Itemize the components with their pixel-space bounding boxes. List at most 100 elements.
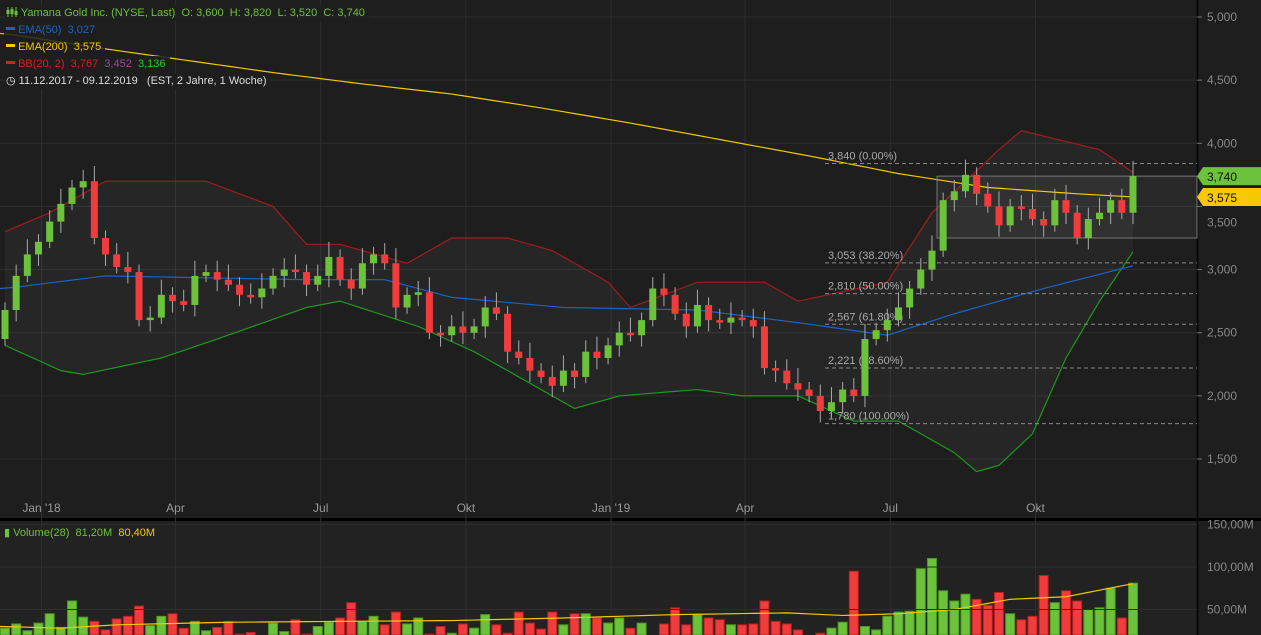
volume-bar (111, 618, 122, 635)
candle-up (35, 241, 43, 255)
volume-bar (670, 607, 681, 635)
candle-down (1028, 208, 1036, 220)
volume-bar (1116, 617, 1127, 635)
candle-up (403, 294, 411, 308)
volume-bar (603, 622, 614, 635)
y-tick-label: 3,500 (1207, 215, 1237, 229)
candle-down (504, 313, 512, 352)
volume-tick-label: 150,00M (1207, 518, 1254, 532)
range-info: (EST, 2 Jahre, 1 Woche) (146, 75, 267, 87)
candle-up (861, 339, 869, 396)
candle-up (559, 370, 567, 386)
volume-bar (413, 617, 424, 635)
volume-label: Volume(28) (13, 527, 70, 539)
volume-bar (390, 611, 401, 635)
candle-down (180, 301, 188, 305)
candle-down (336, 256, 344, 280)
volume-bar (781, 623, 792, 635)
candle-down (392, 263, 400, 308)
candle-down (247, 294, 255, 298)
volume-bar (681, 624, 692, 635)
candle-down (805, 389, 813, 396)
volume-bar (703, 617, 714, 635)
candle-down (459, 326, 467, 333)
candle-up (615, 332, 623, 346)
volume-bar (145, 625, 156, 635)
volume-bar (949, 600, 960, 635)
volume-bar (826, 627, 837, 635)
candle-down (738, 317, 746, 321)
candle-down (102, 238, 110, 255)
candle-up (906, 288, 914, 308)
y-tick-label: 2,000 (1207, 389, 1237, 403)
bb-swatch (6, 61, 15, 64)
candle-up (839, 389, 847, 403)
instrument-title: Yamana Gold Inc. (NYSE, Last) (20, 7, 176, 19)
volume-bar (614, 617, 625, 635)
volume-bar (357, 620, 368, 635)
candle-up (448, 326, 456, 336)
last-price-label: 3,740 (1207, 170, 1237, 184)
candle-down (213, 272, 221, 280)
volume-bar (714, 619, 725, 635)
volume-bar (871, 629, 882, 635)
legend-ema50: EMA(50) 3,027 (4, 22, 100, 39)
fibonacci-label: 3,840 (0.00%) (828, 150, 897, 162)
candle-up (1051, 200, 1059, 226)
volume-bar (591, 617, 602, 635)
ema200-line (0, 32, 1134, 198)
candle-down (515, 351, 523, 358)
fibonacci-label: 2,810 (50.00%) (828, 281, 903, 293)
volume-bar (335, 617, 346, 635)
volume-bar (547, 611, 558, 635)
volume-bar (67, 600, 78, 635)
volume-bar (1105, 587, 1116, 635)
volume-bar (692, 614, 703, 635)
volume-bar (346, 602, 357, 635)
candle-up (325, 256, 333, 276)
candle-down (772, 368, 780, 371)
volume-bar (457, 623, 468, 635)
candle-down (236, 284, 244, 295)
ema200-label: EMA(200) (18, 41, 68, 53)
volume-bar (201, 630, 212, 635)
candle-up (146, 317, 154, 321)
candle-down (850, 389, 858, 396)
x-tick-label: Apr (736, 501, 755, 515)
y-tick-label: 1,500 (1207, 452, 1237, 466)
candle-up (1107, 200, 1115, 213)
candle-down (548, 376, 556, 386)
candle-down (1040, 219, 1048, 226)
candle-down (783, 370, 791, 384)
y-tick-label: 5,000 (1207, 10, 1237, 24)
volume-bar (100, 629, 111, 635)
volume-bar (759, 600, 770, 635)
volume-bar (1027, 615, 1038, 635)
volume-bar (189, 620, 200, 635)
x-tick-label: Jul (313, 501, 328, 515)
volume-bar (993, 592, 1004, 635)
candle-down (169, 294, 177, 302)
candle-down (571, 370, 579, 377)
candle-up (57, 203, 65, 222)
candle-up (1084, 219, 1092, 239)
candle-up (649, 288, 657, 321)
volume-bar (569, 613, 580, 635)
y-tick-label: 4,000 (1207, 136, 1237, 150)
bollinger-band-fill (5, 130, 1133, 472)
candle-down (984, 193, 992, 207)
volume-bar (323, 621, 334, 635)
candle-up (727, 317, 735, 323)
volume-bar (893, 611, 904, 635)
candle-up (1095, 212, 1103, 220)
candle-down (437, 332, 445, 336)
candle-up (604, 345, 612, 358)
candle-down (626, 332, 634, 336)
candle-up (950, 191, 958, 201)
candle-down (1118, 200, 1126, 213)
volume-bar (748, 623, 759, 635)
volume-bar (379, 624, 390, 635)
volume-bar (536, 628, 547, 635)
